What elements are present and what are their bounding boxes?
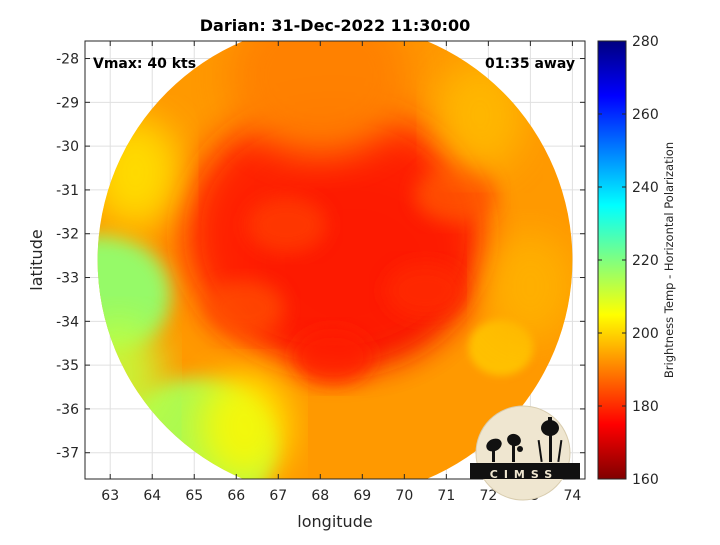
- y-tick-label: -29: [56, 95, 79, 111]
- y-axis-label: latitude: [27, 229, 46, 290]
- swath-feature: [228, 41, 413, 157]
- y-tick-label: -34: [56, 314, 79, 330]
- colorbar-tick-label: 220: [632, 253, 659, 269]
- x-tick-label: 66: [227, 488, 245, 504]
- y-tick-label: -31: [56, 183, 79, 199]
- time-away-annotation: 01:35 away: [485, 56, 575, 72]
- x-tick-label: 74: [563, 488, 581, 504]
- y-axis: -28 -29 -30 -31 -32 -33 -34 -35 -36 -37: [56, 52, 585, 462]
- logo-text: CIMSS: [490, 468, 558, 481]
- x-tick-label: 69: [353, 488, 371, 504]
- colorbar-tick-label: 160: [632, 472, 659, 488]
- x-tick-label: 63: [101, 488, 119, 504]
- x-tick-label: 64: [143, 488, 161, 504]
- colorbar-tick-label: 180: [632, 399, 659, 415]
- colorbar-tick-label: 200: [632, 326, 659, 342]
- cimss-logo: CIMSS: [470, 405, 580, 501]
- y-tick-label: -28: [56, 52, 79, 68]
- swath-texture: [246, 196, 327, 253]
- swath-texture: [414, 166, 495, 223]
- chart-title: Darian: 31-Dec-2022 11:30:00: [200, 16, 470, 35]
- colorbar-tick-label: 260: [632, 107, 659, 123]
- colorbar-tick-label: 280: [632, 34, 659, 50]
- x-tick-label: 65: [185, 488, 203, 504]
- y-tick-label: -35: [56, 358, 79, 374]
- x-tick-label: 71: [437, 488, 455, 504]
- x-tick-label: 72: [479, 488, 497, 504]
- swath-texture: [204, 280, 285, 337]
- swath-edge-region: [485, 231, 573, 342]
- x-tick-label: 68: [311, 488, 329, 504]
- y-tick-label: -30: [56, 139, 79, 155]
- y-tick-label: -37: [56, 446, 79, 462]
- y-tick-label: -36: [56, 402, 79, 418]
- x-axis-label: longitude: [297, 512, 372, 531]
- y-tick-label: -33: [56, 271, 79, 287]
- colorbar-gradient: [597, 40, 627, 480]
- swath-texture: [385, 262, 466, 319]
- axes-box: [84, 40, 586, 480]
- colorbar-label: Brightness Temp - Horizontal Polarizatio…: [662, 142, 676, 378]
- swath-edge-region: [199, 371, 290, 479]
- y-tick-label: -32: [56, 227, 79, 243]
- swath-texture: [292, 328, 373, 385]
- x-tick-label: 70: [395, 488, 413, 504]
- logo-disc: [475, 405, 571, 501]
- colorbar-tick-label: 240: [632, 180, 659, 196]
- vmax-annotation: Vmax: 40 kts: [93, 56, 196, 72]
- x-tick-label: 67: [269, 488, 287, 504]
- colorbar: 280 260 240 220 200 180 160 Brightness Temp - …: [597, 34, 676, 488]
